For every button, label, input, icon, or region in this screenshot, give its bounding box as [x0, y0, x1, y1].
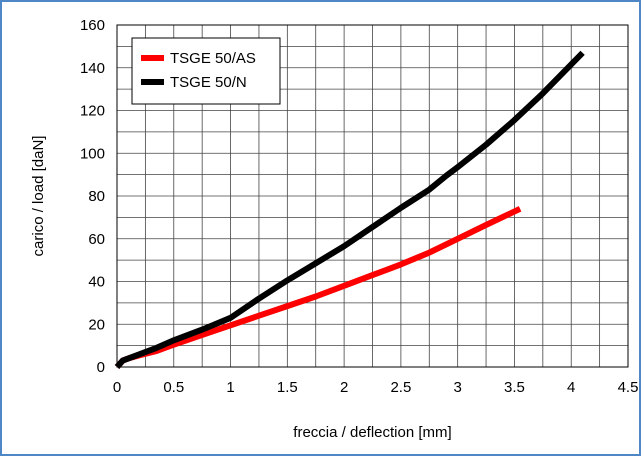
- y-tick-label: 160: [80, 17, 105, 34]
- x-tick-label: 1.5: [277, 379, 298, 396]
- series-line-tsge-50-as: [114, 206, 522, 369]
- series-layer: [114, 50, 585, 369]
- y-tick-label: 140: [80, 60, 105, 77]
- y-tick-label: 20: [88, 316, 105, 333]
- series-line-tsge-50-n: [114, 50, 585, 369]
- y-tick-label: 120: [80, 103, 105, 120]
- legend-label-tsge-50-as: TSGE 50/AS: [170, 50, 256, 67]
- x-axis-ticks: 0 0.5 1 1.5 2 2.5 3 3.5 4 4.5: [113, 379, 639, 396]
- y-axis-title: carico / load [daN]: [30, 136, 47, 257]
- x-tick-label: 4.5: [618, 379, 639, 396]
- y-axis-ticks: 0 20 40 60 80 100 120 140 160: [80, 17, 105, 376]
- y-tick-label: 60: [88, 231, 105, 248]
- y-tick-label: 0: [97, 359, 105, 376]
- x-tick-label: 0: [113, 379, 121, 396]
- plot-area-border: [116, 24, 629, 368]
- x-tick-label: 2: [340, 379, 348, 396]
- x-axis-title: freccia / deflection [mm]: [293, 424, 451, 441]
- legend-box: [131, 37, 281, 105]
- x-tick-label: 2.5: [390, 379, 411, 396]
- y-tick-label: 100: [80, 145, 105, 162]
- y-tick-label: 40: [88, 274, 105, 291]
- y-tick-label: 80: [88, 188, 105, 205]
- x-tick-label: 3: [453, 379, 461, 396]
- x-tick-label: 3.5: [504, 379, 525, 396]
- x-tick-label: 4: [567, 379, 575, 396]
- legend: TSGE 50/AS TSGE 50/N: [131, 37, 281, 105]
- x-tick-label: 1: [226, 379, 234, 396]
- legend-label-tsge-50-n: TSGE 50/N: [170, 74, 247, 91]
- x-tick-label: 0.5: [163, 379, 184, 396]
